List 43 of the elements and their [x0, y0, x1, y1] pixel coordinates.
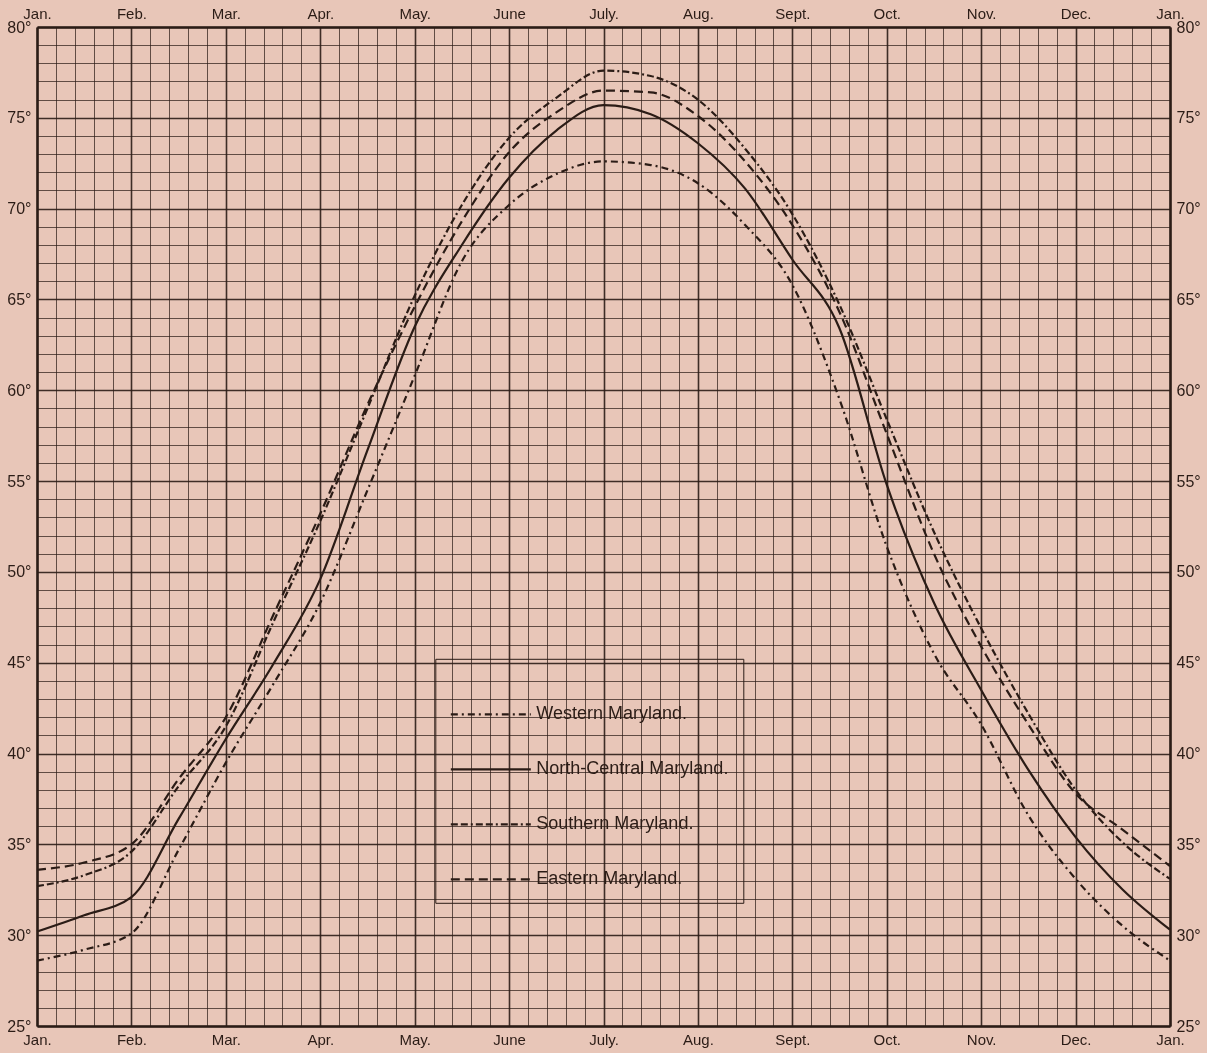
x-tick-label: Mar. — [211, 1030, 241, 1048]
category-label: Mar. — [211, 4, 241, 22]
x-tick-label: June — [493, 1030, 526, 1048]
category-label: Apr. — [307, 4, 335, 22]
y2-tick-label: 65° — [1176, 290, 1201, 308]
category-label: May. — [399, 4, 431, 22]
x-tick-label: Feb. — [116, 1030, 147, 1048]
y2-tick-label: 50° — [1176, 563, 1201, 581]
y-tick-label: 65° — [7, 290, 32, 308]
y2-tick-label: 25° — [1176, 1017, 1201, 1035]
y-tick-label: 75° — [7, 109, 32, 127]
y-tick-label: 70° — [7, 200, 32, 218]
y2-tick-label: 40° — [1176, 745, 1201, 763]
y2-tick-label: 35° — [1176, 835, 1201, 853]
x-tick-label: July. — [589, 1030, 619, 1048]
category-label: July. — [589, 4, 619, 22]
y2-tick-label: 75° — [1176, 109, 1201, 127]
x-tick-label: Aug. — [682, 1030, 714, 1048]
y-tick-label: 50° — [7, 563, 32, 581]
x-tick-label: Sept. — [775, 1030, 811, 1048]
y-tick-label: 30° — [7, 926, 32, 944]
x-tick-label: May. — [399, 1030, 431, 1048]
category-label: June — [493, 4, 526, 22]
y2-tick-label: 55° — [1176, 472, 1201, 490]
y2-tick-label: 30° — [1176, 926, 1201, 944]
y2-tick-label: 70° — [1176, 200, 1201, 218]
x-tick-label: Dec. — [1060, 1030, 1092, 1048]
y2-tick-label: 60° — [1176, 381, 1201, 399]
category-label: Aug. — [682, 4, 714, 22]
y-tick-label: 55° — [7, 472, 32, 490]
category-label: Oct. — [873, 4, 902, 22]
x-tick-label: Oct. — [873, 1030, 902, 1048]
y-tick-label: 60° — [7, 381, 32, 399]
x-tick-label: Nov. — [966, 1030, 997, 1048]
y-tick-label: 35° — [7, 835, 32, 853]
category-label: Feb. — [116, 4, 147, 22]
x-tick-label: Apr. — [307, 1030, 335, 1048]
y2-tick-label: 45° — [1176, 654, 1201, 672]
y-tick-label: 40° — [7, 745, 32, 763]
category-label: Sept. — [775, 4, 811, 22]
y-tick-label: 45° — [7, 654, 32, 672]
category-label: Dec. — [1060, 4, 1092, 22]
category-label: Nov. — [966, 4, 997, 22]
